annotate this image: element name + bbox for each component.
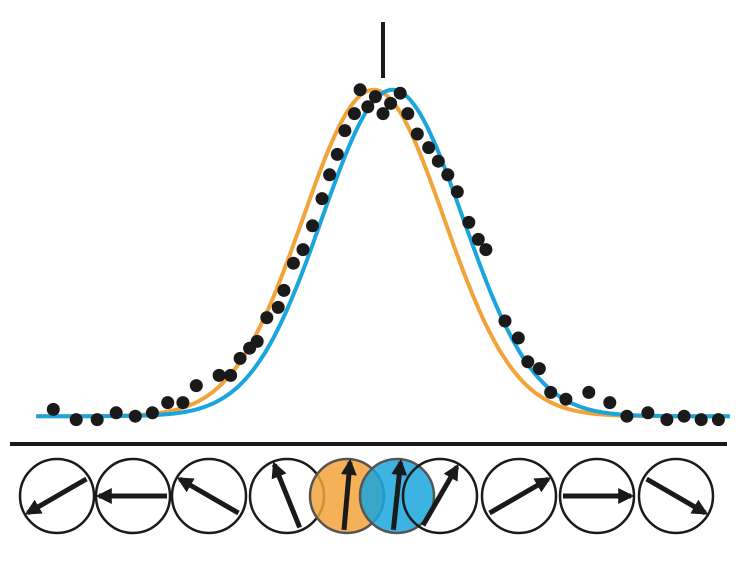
orientation-arrow (390, 459, 408, 531)
orientation-arrow (176, 476, 240, 516)
orientation-arrow (488, 476, 552, 516)
data-point (422, 141, 436, 155)
orientation-arrow (24, 476, 88, 516)
data-point (46, 402, 60, 416)
data-point (559, 392, 573, 406)
stimulus-10 (637, 457, 715, 535)
stimulus-circle (401, 457, 479, 535)
data-points (46, 83, 725, 427)
data-point (315, 192, 329, 206)
data-point (368, 90, 382, 104)
stimulus-1 (18, 457, 96, 535)
data-point (462, 215, 476, 229)
data-point (450, 185, 464, 199)
data-point (441, 168, 455, 182)
data-point (471, 232, 485, 246)
stimulus-6 (358, 457, 436, 535)
stimulus-3 (170, 457, 248, 535)
data-point (353, 83, 367, 97)
data-point (361, 100, 375, 114)
stimulus-circle (480, 457, 558, 535)
data-point (250, 334, 264, 348)
data-point (90, 413, 104, 427)
data-point (603, 396, 617, 410)
fit-curve-1 (36, 87, 730, 419)
data-point (145, 406, 159, 420)
data-point (161, 396, 175, 410)
data-point (271, 300, 285, 314)
stimulus-8 (480, 457, 558, 535)
data-point (296, 243, 310, 257)
data-point (582, 385, 596, 399)
orientation-arrow (420, 463, 460, 527)
stimulus-circle (18, 457, 96, 535)
data-point (410, 127, 424, 141)
orientation-arrow (645, 476, 709, 516)
data-point (511, 331, 525, 345)
data-point (532, 362, 546, 376)
stimulus-orientation-row (18, 457, 715, 535)
data-point (306, 219, 319, 233)
data-point (176, 396, 190, 410)
stimulus-2 (94, 457, 172, 535)
orientation-arrow (340, 458, 357, 531)
data-point (212, 368, 226, 382)
data-point (128, 409, 142, 423)
data-point (431, 154, 445, 168)
data-point (393, 86, 407, 100)
stimulus-circle (637, 457, 715, 535)
data-point (224, 368, 238, 382)
data-point (521, 355, 535, 369)
data-point (660, 413, 674, 427)
fit-curves (36, 87, 730, 419)
data-point (323, 168, 337, 182)
data-point (711, 413, 725, 427)
data-point (277, 283, 291, 297)
data-point (479, 243, 493, 257)
orientation-arrow (271, 461, 303, 529)
data-point (347, 107, 361, 121)
data-point (260, 311, 274, 325)
data-point (620, 409, 634, 423)
data-point (233, 351, 247, 365)
data-point (338, 124, 352, 138)
data-point (384, 96, 398, 110)
fit-curve-2 (36, 87, 730, 419)
data-point (498, 314, 512, 328)
data-point (694, 413, 708, 427)
data-point (677, 409, 691, 423)
data-point (641, 406, 655, 420)
data-point (69, 413, 83, 427)
data-point (544, 385, 558, 399)
data-point (401, 107, 415, 121)
stimulus-7 (401, 457, 479, 535)
data-point (189, 379, 203, 393)
data-point (286, 256, 300, 270)
data-point (109, 406, 123, 420)
data-point (376, 107, 390, 121)
stimulus-circle (170, 457, 248, 535)
stimulus-9 (558, 457, 636, 535)
data-point (330, 147, 344, 161)
